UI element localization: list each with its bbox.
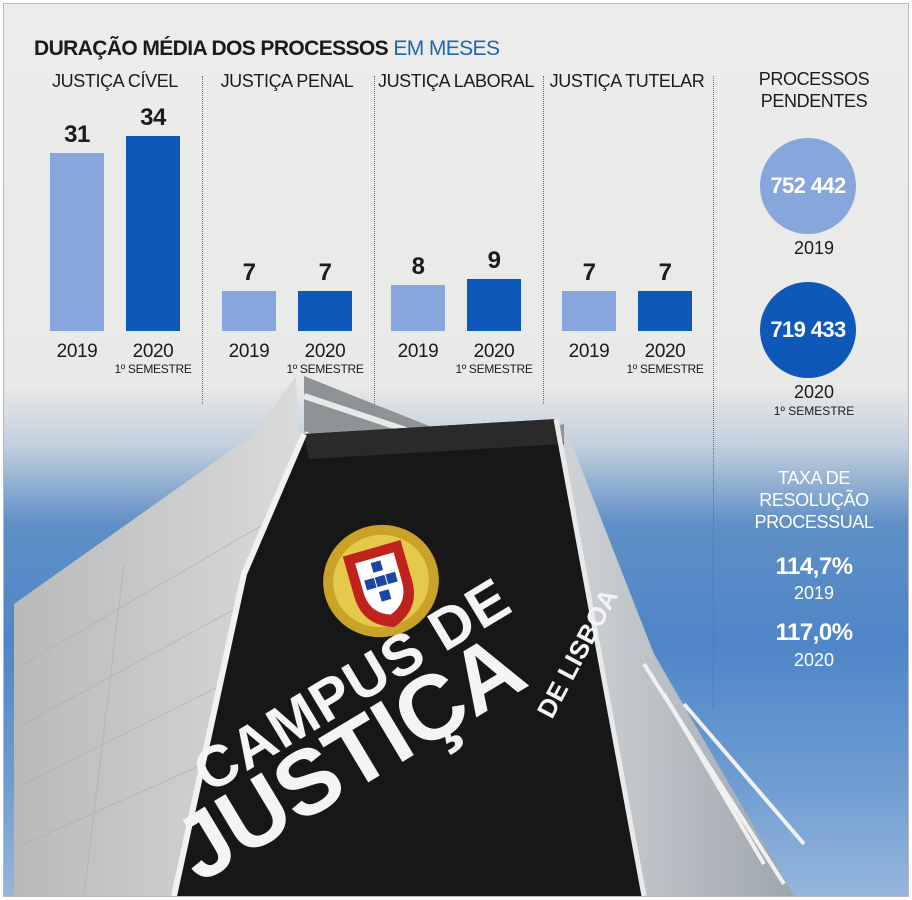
pending-2020-circle: 719 433 — [760, 282, 856, 378]
bar-2020 — [638, 290, 692, 331]
bar-value-label: 7 — [582, 258, 596, 286]
chart-title-main: DURAÇÃO MÉDIA DOS PROCESSOS — [34, 37, 389, 60]
group-divider — [713, 76, 714, 709]
pending-heading-line1: PROCESSOS — [758, 69, 870, 89]
bar-year-label: 2019 — [228, 341, 270, 362]
bar-semester-label: 1º SEMESTRE — [626, 362, 704, 376]
building-photo: CAMPUS DE JUSTIÇA DE LISBOA — [14, 376, 806, 896]
bar-2019 — [222, 290, 276, 331]
bar-semester-label: 1º SEMESTRE — [286, 362, 364, 376]
pending-2019-value: 752 442 — [770, 173, 846, 198]
resolution-2019-year: 2019 — [793, 583, 835, 603]
resolution-heading-line2: RESOLUÇÃO — [759, 490, 869, 510]
resolution-heading: TAXA DE RESOLUÇÃO PROCESSUAL — [734, 467, 894, 533]
bar-year-label: 2019 — [397, 341, 439, 362]
pending-heading-line2: PENDENTES — [760, 91, 868, 111]
building-facade-left — [14, 376, 304, 896]
bar-value-label: 7 — [242, 258, 256, 286]
bar-2020 — [298, 290, 352, 331]
group-divider — [543, 76, 544, 404]
bar-value-label: 34 — [140, 103, 166, 131]
bar-value-label: 8 — [411, 253, 425, 280]
pending-2019-year: 2019 — [793, 238, 835, 258]
pending-2020-sub: 1º SEMESTRE — [773, 404, 855, 418]
bar-2019 — [50, 152, 104, 331]
resolution-heading-line1: TAXA DE — [778, 468, 850, 488]
bar-semester-label: 1º SEMESTRE — [114, 362, 192, 376]
bar-year-label: 2019 — [56, 341, 98, 362]
resolution-2020-year: 2020 — [793, 650, 835, 670]
bar-value-label: 9 — [487, 247, 501, 275]
infographic: CAMPUS DE JUSTIÇA DE LISBOA DURAÇÃO MÉDI… — [3, 3, 909, 897]
sign-panel — [174, 419, 644, 896]
chart-title: DURAÇÃO MÉDIA DOS PROCESSOS EM MESES — [34, 37, 500, 61]
category-label: JUSTIÇA PENAL — [220, 71, 354, 91]
category-label: JUSTIÇA CÍVEL — [52, 71, 178, 91]
bar-2019 — [391, 285, 445, 331]
bar-2019 — [562, 290, 616, 331]
bar-semester-label: 1º SEMESTRE — [455, 362, 533, 376]
bar-value-label: 7 — [318, 258, 332, 286]
resolution-2020-value: 117,0% — [775, 619, 853, 646]
portuguese-coat-of-arms-icon — [323, 524, 439, 638]
bar-year-label: 2019 — [568, 341, 610, 362]
pending-2019-circle: 752 442 — [760, 138, 856, 234]
bar-year-label: 2020 — [473, 341, 515, 362]
bar-2020 — [126, 135, 180, 331]
bar-2020 — [467, 279, 521, 331]
resolution-2019-value: 114,7% — [775, 553, 853, 580]
pending-2020-value: 719 433 — [770, 317, 846, 342]
resolution-heading-line3: PROCESSUAL — [754, 512, 874, 532]
category-label: JUSTIÇA TUTELAR — [549, 71, 705, 91]
group-divider — [202, 76, 203, 404]
bar-value-label: 7 — [658, 258, 672, 286]
pending-heading: PROCESSOS PENDENTES — [734, 68, 894, 112]
pending-2020-year: 2020 — [793, 382, 835, 402]
bar-year-label: 2020 — [132, 341, 174, 362]
bar-year-label: 2020 — [304, 341, 346, 362]
bar-year-label: 2020 — [644, 341, 686, 362]
category-label: JUSTIÇA LABORAL — [377, 71, 535, 91]
chart-title-unit: EM MESES — [393, 37, 500, 60]
bar-value-label: 31 — [64, 120, 90, 148]
group-divider — [374, 76, 375, 404]
